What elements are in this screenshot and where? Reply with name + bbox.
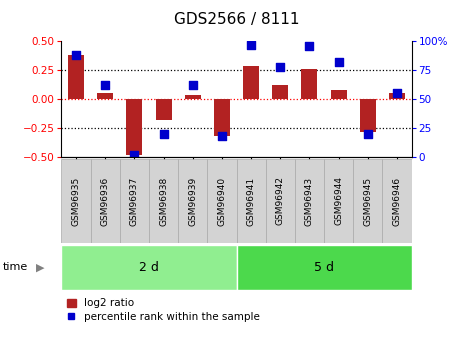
Point <box>393 91 401 96</box>
Text: GSM96941: GSM96941 <box>246 176 255 226</box>
Text: GSM96938: GSM96938 <box>159 176 168 226</box>
Bar <box>272 85 288 99</box>
Bar <box>382 159 412 243</box>
Text: GSM96946: GSM96946 <box>393 176 402 226</box>
Bar <box>149 159 178 243</box>
Point <box>364 131 372 137</box>
Point <box>131 152 138 157</box>
Bar <box>91 159 120 243</box>
Bar <box>331 90 347 99</box>
Point <box>276 64 284 70</box>
Text: GSM96936: GSM96936 <box>101 176 110 226</box>
Bar <box>301 69 317 99</box>
Point <box>101 82 109 88</box>
Bar <box>126 99 142 155</box>
Bar <box>185 95 201 99</box>
Point <box>335 59 342 65</box>
Bar <box>97 93 113 99</box>
Bar <box>156 99 172 120</box>
Bar <box>207 159 236 243</box>
Text: GSM96942: GSM96942 <box>276 176 285 226</box>
Bar <box>214 99 230 136</box>
Bar <box>61 159 91 243</box>
Point <box>218 134 226 139</box>
Text: ▶: ▶ <box>35 263 44 272</box>
Text: GSM96939: GSM96939 <box>188 176 197 226</box>
Point <box>306 43 313 49</box>
Bar <box>266 159 295 243</box>
Text: 2 d: 2 d <box>139 261 159 274</box>
Bar <box>68 55 84 99</box>
Text: GDS2566 / 8111: GDS2566 / 8111 <box>174 12 299 27</box>
Text: GSM96945: GSM96945 <box>363 176 372 226</box>
Bar <box>61 245 236 290</box>
Bar <box>324 159 353 243</box>
Bar <box>360 99 376 131</box>
Bar <box>236 245 412 290</box>
Bar <box>389 93 405 99</box>
Bar <box>353 159 382 243</box>
Legend: log2 ratio, percentile rank within the sample: log2 ratio, percentile rank within the s… <box>67 298 260 322</box>
Text: GSM96943: GSM96943 <box>305 176 314 226</box>
Bar <box>236 159 266 243</box>
Text: GSM96937: GSM96937 <box>130 176 139 226</box>
Bar <box>178 159 207 243</box>
Point <box>160 131 167 137</box>
Bar <box>243 66 259 99</box>
Text: GSM96940: GSM96940 <box>218 176 227 226</box>
Bar <box>120 159 149 243</box>
Text: GSM96944: GSM96944 <box>334 176 343 226</box>
Text: GSM96935: GSM96935 <box>71 176 80 226</box>
Point <box>189 82 197 88</box>
Bar <box>295 159 324 243</box>
Text: time: time <box>2 263 27 272</box>
Point <box>247 42 255 48</box>
Text: 5 d: 5 d <box>314 261 334 274</box>
Point <box>72 52 80 58</box>
